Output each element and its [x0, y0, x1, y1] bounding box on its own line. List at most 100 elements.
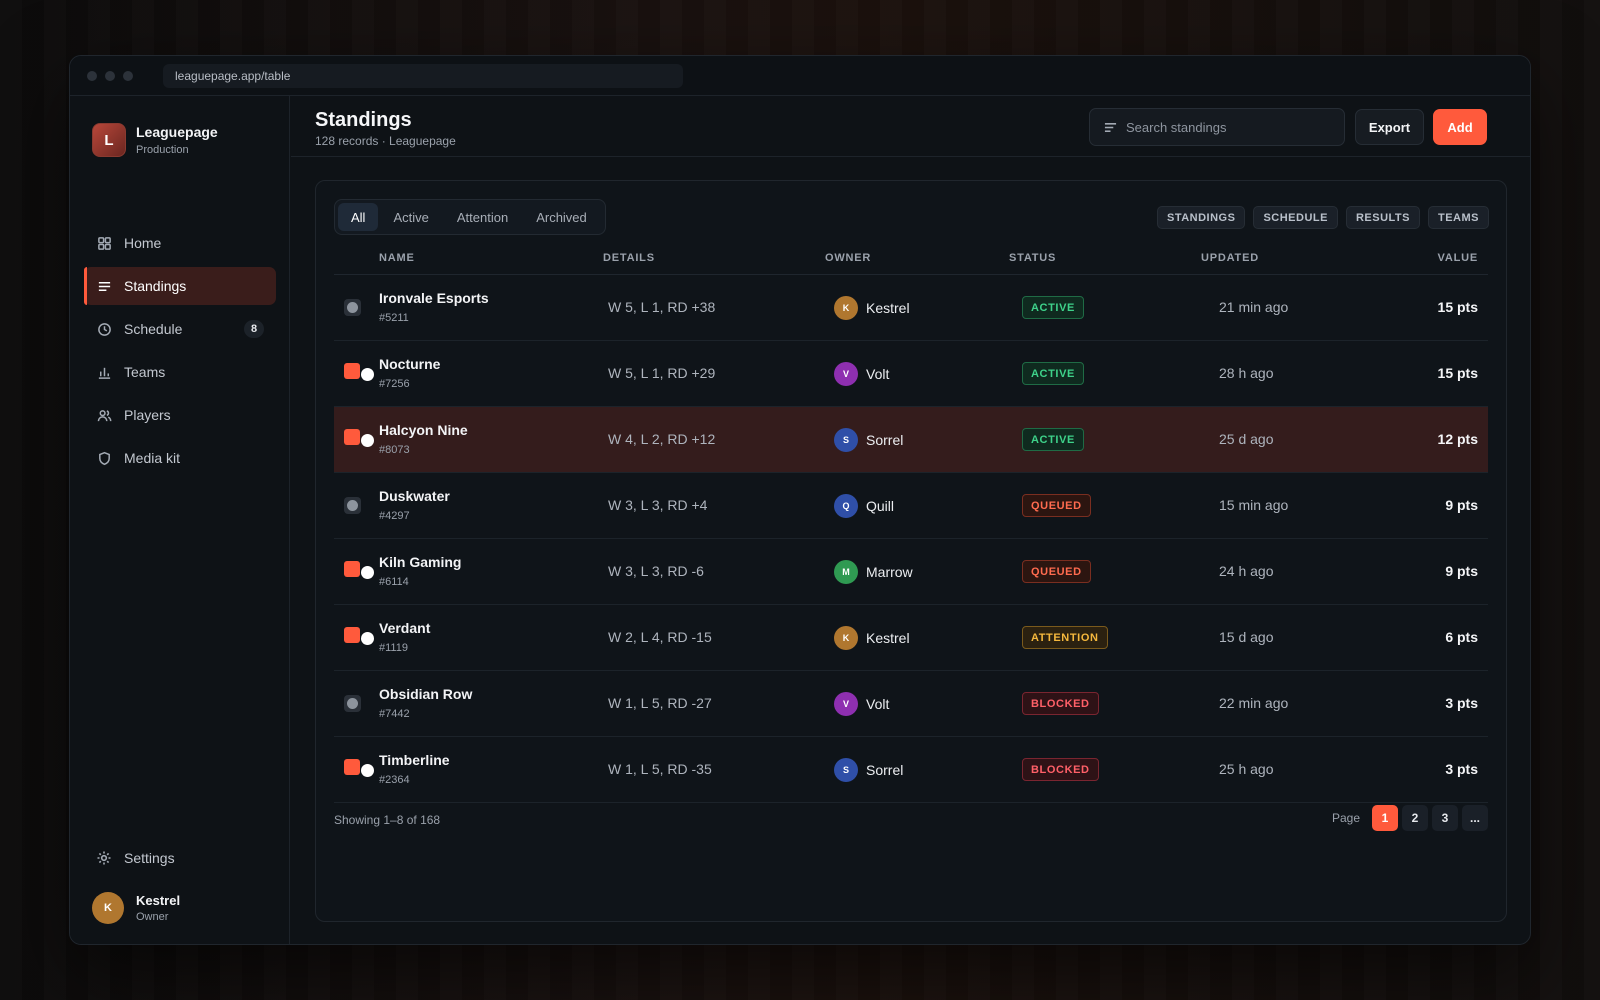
owner-cell: S Sorrel — [834, 428, 903, 452]
column-header-updated[interactable]: UPDATED — [1201, 252, 1259, 264]
row-checkbox[interactable] — [344, 299, 361, 316]
chip-results[interactable]: RESULTS — [1345, 206, 1420, 229]
table-row[interactable]: Nocturne #7256 W 5, L 1, RD +29 V Volt ACTIVE… — [334, 341, 1488, 407]
column-header-owner[interactable]: OWNER — [825, 252, 872, 264]
row-toggle-knob[interactable] — [361, 632, 374, 645]
sidebar-item-home[interactable]: Home — [84, 224, 276, 262]
column-header-name[interactable]: NAME — [379, 252, 415, 264]
chip-teams[interactable]: TEAMS — [1428, 206, 1489, 229]
tab-attention[interactable]: Attention — [456, 209, 509, 225]
team-name[interactable]: Timberline — [379, 752, 450, 768]
browser-titlebar: leaguepage.app/table — [70, 56, 1530, 96]
sidebar-item-media-kit[interactable]: Media kit — [84, 439, 276, 477]
owner-name: Volt — [866, 696, 890, 712]
page-button-2[interactable]: 2 — [1402, 805, 1428, 831]
row-checkbox[interactable] — [344, 759, 360, 775]
team-name[interactable]: Kiln Gaming — [379, 554, 462, 570]
team-name[interactable]: Halcyon Nine — [379, 422, 468, 438]
tab-all[interactable]: All — [338, 203, 379, 231]
team-name[interactable]: Duskwater — [379, 488, 450, 504]
team-id: #5211 — [379, 312, 409, 324]
search-input[interactable]: Search standings — [1089, 108, 1345, 146]
team-id: #8073 — [379, 444, 410, 456]
sidebar-item-label: Teams — [124, 364, 166, 380]
updated-time: 28 h ago — [1219, 365, 1274, 381]
table-row[interactable]: Timberline #2364 W 1, L 5, RD -35 S Sorrel BL… — [334, 737, 1488, 803]
row-checkbox[interactable] — [344, 363, 360, 379]
owner-cell: M Marrow — [834, 560, 913, 584]
row-toggle-knob[interactable] — [361, 764, 374, 777]
add-button[interactable]: Add — [1433, 109, 1487, 145]
sidebar-item-label: Players — [124, 407, 171, 423]
team-name[interactable]: Verdant — [379, 620, 431, 636]
search-placeholder: Search standings — [1126, 119, 1227, 135]
table-row[interactable]: Ironvale Esports #5211 W 5, L 1, RD +38 K Ke… — [334, 275, 1488, 341]
team-id: #6114 — [379, 576, 409, 588]
table-row[interactable]: Obsidian Row #7442 W 1, L 5, RD -27 V Volt BL… — [334, 671, 1488, 737]
tab-active[interactable]: Active — [393, 209, 429, 225]
column-header-details[interactable]: DETAILS — [603, 252, 655, 264]
list-icon — [96, 278, 112, 294]
shield-icon — [96, 450, 112, 466]
table-row[interactable]: Halcyon Nine #8073 W 4, L 2, RD +12 S Sorrel… — [334, 407, 1488, 473]
schedule-count-badge: 8 — [244, 320, 264, 338]
window-zoom-dot[interactable] — [123, 70, 133, 81]
row-toggle-knob[interactable] — [361, 434, 374, 447]
page-button-3[interactable]: 3 — [1432, 805, 1458, 831]
team-record: W 3, L 3, RD -6 — [608, 563, 704, 579]
page-subtitle: 128 records · Leaguepage — [315, 134, 456, 148]
sidebar-item-settings[interactable]: Settings — [96, 850, 175, 866]
column-header-status[interactable]: STATUS — [1009, 252, 1057, 264]
row-checkbox[interactable] — [344, 429, 360, 445]
row-checkbox[interactable] — [344, 561, 360, 577]
avatar: K — [834, 626, 858, 650]
sidebar-item-standings[interactable]: Standings — [84, 267, 276, 305]
row-checkbox[interactable] — [344, 497, 361, 514]
view-chips: STANDINGS SCHEDULE RESULTS TEAMS — [1149, 206, 1489, 229]
sidebar-nav: Home Standings Schedule 8 Teams Players — [84, 224, 276, 482]
standings-panel: All Active Attention Archived STANDINGS … — [315, 180, 1507, 922]
status-badge: BLOCKED — [1022, 692, 1099, 715]
team-record: W 5, L 1, RD +29 — [608, 365, 716, 381]
row-checkbox[interactable] — [344, 695, 361, 712]
tab-archived[interactable]: Archived — [536, 209, 587, 225]
table-row[interactable]: Kiln Gaming #6114 W 3, L 3, RD -6 M Marrow QU… — [334, 539, 1488, 605]
page-title: Standings — [315, 109, 412, 131]
window-close-dot[interactable] — [87, 70, 97, 81]
owner-name: Kestrel — [866, 300, 910, 316]
sidebar-item-label: Standings — [124, 278, 187, 294]
pagination-summary: Showing 1–8 of 168 — [334, 813, 441, 827]
pagination: Page 1 2 3 ... — [1332, 805, 1488, 831]
status-badge: ATTENTION — [1022, 626, 1108, 649]
team-id: #2364 — [379, 774, 410, 786]
table-row[interactable]: Duskwater #4297 W 3, L 3, RD +4 Q Quill QUEUE… — [334, 473, 1488, 539]
avatar: M — [834, 560, 858, 584]
team-name[interactable]: Ironvale Esports — [379, 290, 489, 306]
page-button-more[interactable]: ... — [1462, 805, 1488, 831]
owner-name: Kestrel — [866, 630, 910, 646]
clock-icon — [96, 321, 112, 337]
chip-schedule[interactable]: SCHEDULE — [1253, 206, 1338, 229]
team-id: #7256 — [379, 378, 410, 390]
column-header-value[interactable]: VALUE — [1437, 252, 1478, 264]
team-name[interactable]: Obsidian Row — [379, 686, 473, 702]
page-button-1[interactable]: 1 — [1372, 805, 1398, 831]
avatar: S — [834, 428, 858, 452]
owner-name: Marrow — [866, 564, 913, 580]
address-bar[interactable]: leaguepage.app/table — [163, 63, 683, 88]
export-button[interactable]: Export — [1355, 109, 1424, 145]
user-profile[interactable]: K Kestrel Owner — [92, 892, 180, 924]
window-minimize-dot[interactable] — [105, 70, 115, 81]
owner-cell: S Sorrel — [834, 758, 903, 782]
bar-chart-icon — [96, 364, 112, 380]
chip-standings[interactable]: STANDINGS — [1156, 206, 1246, 229]
table-row[interactable]: Verdant #1119 W 2, L 4, RD -15 K Kestrel ATTE… — [334, 605, 1488, 671]
row-checkbox[interactable] — [344, 627, 360, 643]
team-name[interactable]: Nocturne — [379, 356, 441, 372]
brand-environment: Production — [136, 144, 189, 156]
sidebar-item-schedule[interactable]: Schedule 8 — [84, 310, 276, 348]
row-toggle-knob[interactable] — [361, 368, 374, 381]
row-toggle-knob[interactable] — [361, 566, 374, 579]
sidebar-item-players[interactable]: Players — [84, 396, 276, 434]
sidebar-item-teams[interactable]: Teams — [84, 353, 276, 391]
